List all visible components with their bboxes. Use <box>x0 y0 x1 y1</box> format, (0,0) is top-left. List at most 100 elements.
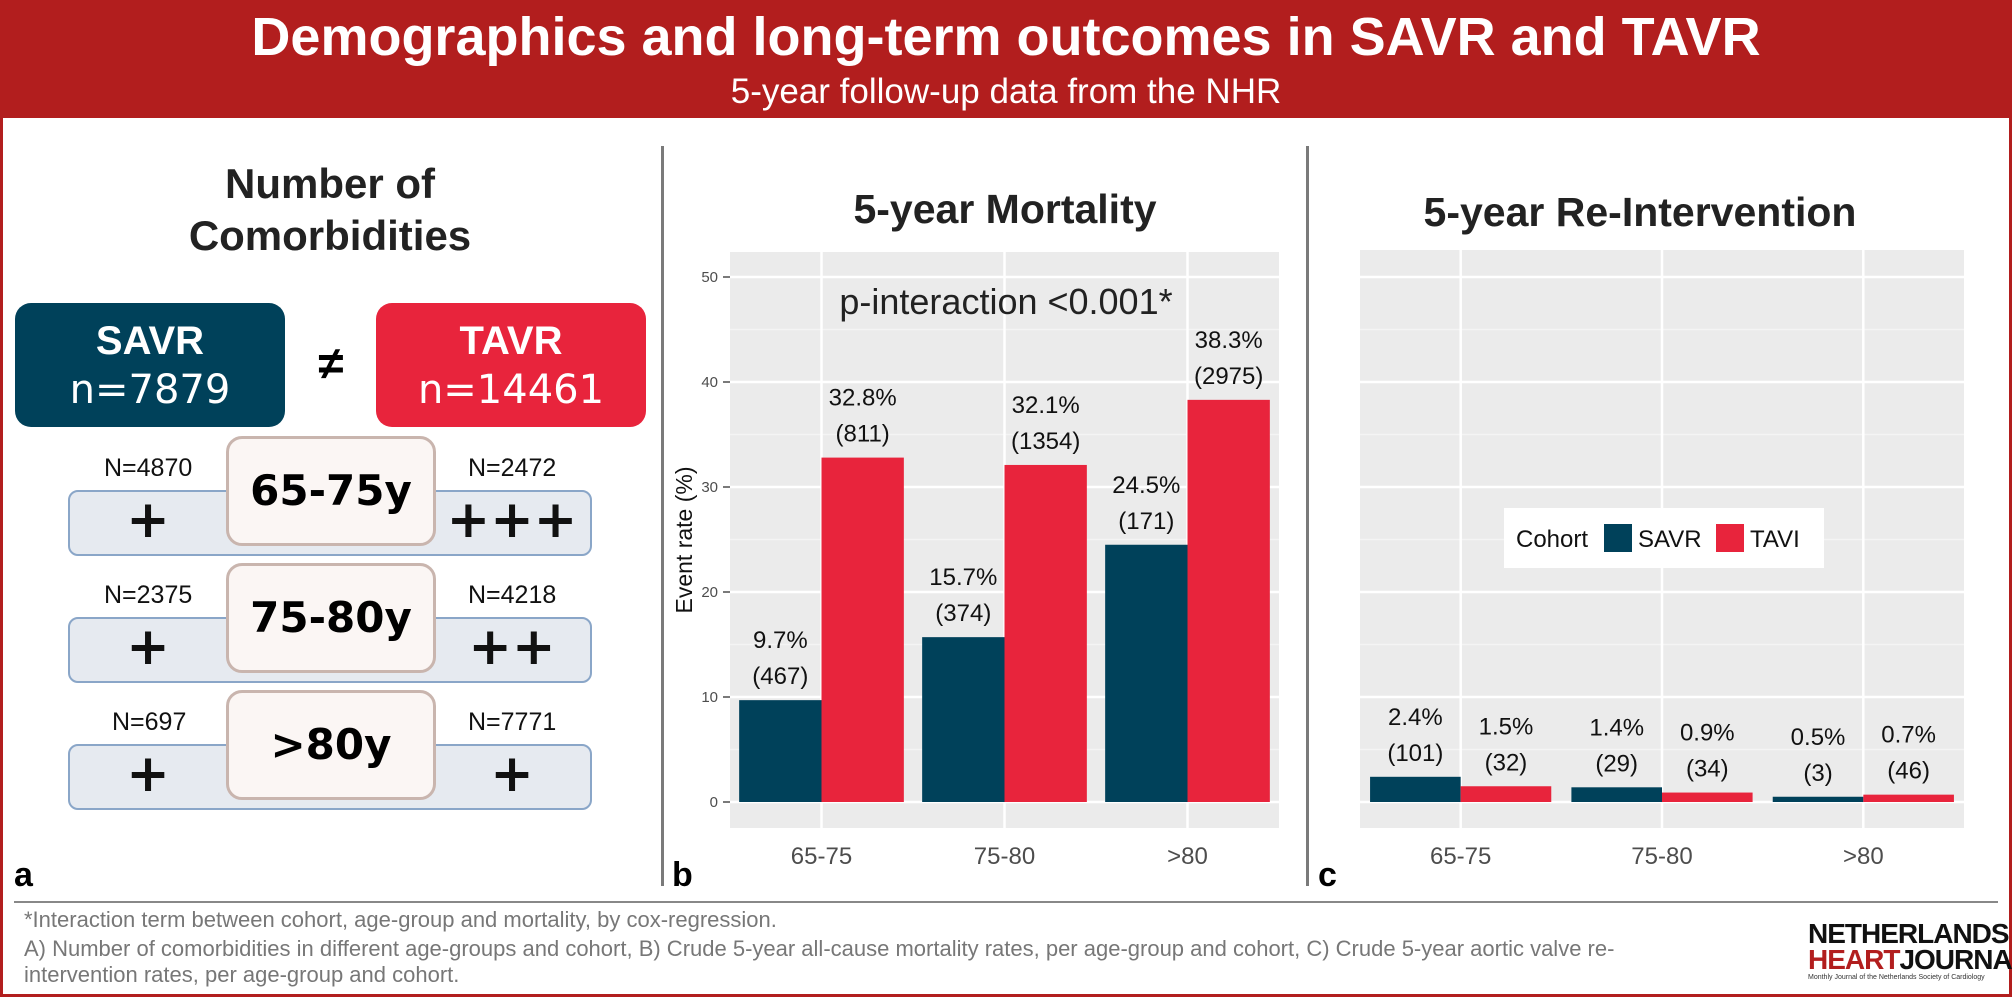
tavr-count: n=14461 <box>417 367 605 413</box>
mortality-data-label-count: (374) <box>935 600 991 627</box>
mortality-data-label-pct: 9.7% <box>753 627 808 654</box>
mortality-bar-savr <box>1105 544 1188 802</box>
savr-count: n=7879 <box>69 367 231 413</box>
footnote-caption-cont: intervention rates, per age-group and co… <box>24 962 460 987</box>
mortality-y-tick-label: 40 <box>701 374 718 391</box>
reintervention-bar-tavi <box>1662 792 1753 802</box>
savr-label: SAVR <box>95 319 205 363</box>
mortality-bar-tavi <box>821 457 904 802</box>
panel-divider-bc <box>1306 146 1309 886</box>
tavr-n-80plus: N=7771 <box>468 708 557 736</box>
mortality-bar-tavi <box>1187 399 1270 802</box>
age-box-65-75: 65-75y <box>226 436 436 546</box>
reintervention-bar-tavi <box>1460 786 1552 802</box>
not-equal-symbol: ≠ <box>318 337 344 389</box>
mortality-chart-title: 5-year Mortality <box>853 186 1157 232</box>
legend-swatch-tavi <box>1716 524 1744 552</box>
panel-divider-ab <box>661 146 664 886</box>
mortality-data-label-pct: 24.5% <box>1112 472 1180 499</box>
mortality-data-label-count: (2975) <box>1194 363 1263 390</box>
comorbidities-title: Number of Comorbidities <box>110 158 550 262</box>
panel-label-a: a <box>14 856 33 894</box>
mortality-y-tick-label: 0 <box>710 794 718 811</box>
reintervention-data-label-count: (3) <box>1803 760 1832 787</box>
panel-label-c: c <box>1318 856 1337 894</box>
mortality-x-tick-label: 65-75 <box>791 843 852 870</box>
mortality-y-tick-label: 50 <box>701 269 718 286</box>
savr-comorb-80plus: + <box>126 744 170 804</box>
reintervention-bar-tavi <box>1863 794 1954 802</box>
comorbidities-title-line1: Number of <box>225 160 435 207</box>
reintervention-data-label-pct: 1.4% <box>1589 714 1644 741</box>
reintervention-data-label-pct: 2.4% <box>1388 704 1443 731</box>
p-interaction-annotation: p-interaction <0.001* <box>839 281 1172 322</box>
journal-logo-heart: HEART <box>1808 944 1900 975</box>
reintervention-x-tick-label: 75-80 <box>1631 843 1692 870</box>
mortality-y-tick-label: 30 <box>701 479 718 496</box>
journal-logo-line2: HEARTJOURNAL <box>1808 944 2012 976</box>
legend-swatch-savr <box>1604 524 1632 552</box>
savr-comorb-75-80: + <box>126 617 170 677</box>
tavr-cohort-box: TAVR n=14461 <box>376 303 646 427</box>
tavr-comorb-75-80: ++ <box>468 617 556 677</box>
age-box-80plus: >80y <box>226 690 436 800</box>
mortality-x-tick-label: >80 <box>1167 843 1208 870</box>
reintervention-data-label-pct: 1.5% <box>1479 713 1534 740</box>
mortality-data-label-count: (171) <box>1118 508 1174 535</box>
tavr-n-65-75: N=2472 <box>468 454 557 482</box>
savr-cohort-box: SAVR n=7879 <box>15 303 285 427</box>
mortality-bar-savr <box>922 637 1005 802</box>
mortality-data-label-pct: 38.3% <box>1195 327 1263 354</box>
mortality-bar-savr <box>739 700 822 802</box>
panel-label-b: b <box>672 856 693 894</box>
comorbidities-title-line2: Comorbidities <box>188 212 472 259</box>
reintervention-data-label-pct: 0.5% <box>1791 724 1846 751</box>
reintervention-x-tick-label: >80 <box>1843 843 1884 870</box>
reintervention-data-label-count: (101) <box>1387 740 1443 767</box>
reintervention-data-label-count: (29) <box>1595 750 1638 777</box>
mortality-data-label-pct: 15.7% <box>929 564 997 591</box>
legend-label-tavi: TAVI <box>1750 526 1800 553</box>
mortality-y-tick-label: 10 <box>701 689 718 706</box>
tavr-label: TAVR <box>459 319 563 363</box>
mortality-bar-tavi <box>1004 464 1087 802</box>
tavr-comorb-65-75: +++ <box>446 490 578 550</box>
savr-n-75-80: N=2375 <box>104 581 193 609</box>
figure-title: Demographics and long-term outcomes in S… <box>251 7 1761 67</box>
reintervention-data-label-count: (32) <box>1485 749 1528 776</box>
mortality-data-label-pct: 32.1% <box>1012 392 1080 419</box>
reintervention-data-label-pct: 0.9% <box>1680 720 1735 747</box>
footnote-caption: A) Number of comorbidities in different … <box>24 936 1615 961</box>
savr-n-65-75: N=4870 <box>104 454 193 482</box>
mortality-data-label-pct: 32.8% <box>829 385 897 412</box>
reintervention-data-label-count: (34) <box>1686 756 1729 783</box>
reintervention-data-label-pct: 0.7% <box>1881 722 1936 749</box>
mortality-x-tick-label: 75-80 <box>974 843 1035 870</box>
journal-logo-tagline: Monthly Journal of the Netherlands Socie… <box>1808 974 1985 981</box>
mortality-y-tick-label: 20 <box>701 584 718 601</box>
journal-logo-line1: NETHERLANDS <box>1808 918 2010 949</box>
header-banner: Demographics and long-term outcomes in S… <box>0 0 2012 118</box>
mortality-data-label-count: (1354) <box>1011 428 1080 455</box>
reintervention-bar-savr <box>1571 787 1662 802</box>
mortality-data-label-count: (467) <box>752 663 808 690</box>
figure-subtitle: 5-year follow-up data from the NHR <box>730 72 1282 111</box>
tavr-comorb-80plus: + <box>490 744 534 804</box>
age-box-75-80: 75-80y <box>226 563 436 673</box>
mortality-data-label-count: (811) <box>836 421 890 448</box>
legend-box <box>1504 508 1824 568</box>
reintervention-x-tick-label: 65-75 <box>1430 843 1491 870</box>
mortality-y-axis-title: Event rate (%) <box>671 467 697 614</box>
legend-title: Cohort <box>1516 526 1588 553</box>
tavr-n-75-80: N=4218 <box>468 581 557 609</box>
savr-n-80plus: N=697 <box>112 708 187 736</box>
journal-logo-journal: JOURNAL <box>1899 944 2012 975</box>
reintervention-bar-savr <box>1370 776 1461 802</box>
reintervention-bar-savr <box>1772 796 1864 802</box>
footer-divider <box>14 901 1998 903</box>
reintervention-chart-title: 5-year Re-Intervention <box>1423 189 1857 235</box>
savr-comorb-65-75: + <box>126 490 170 550</box>
legend-label-savr: SAVR <box>1638 526 1702 553</box>
reintervention-data-label-count: (46) <box>1887 758 1930 785</box>
